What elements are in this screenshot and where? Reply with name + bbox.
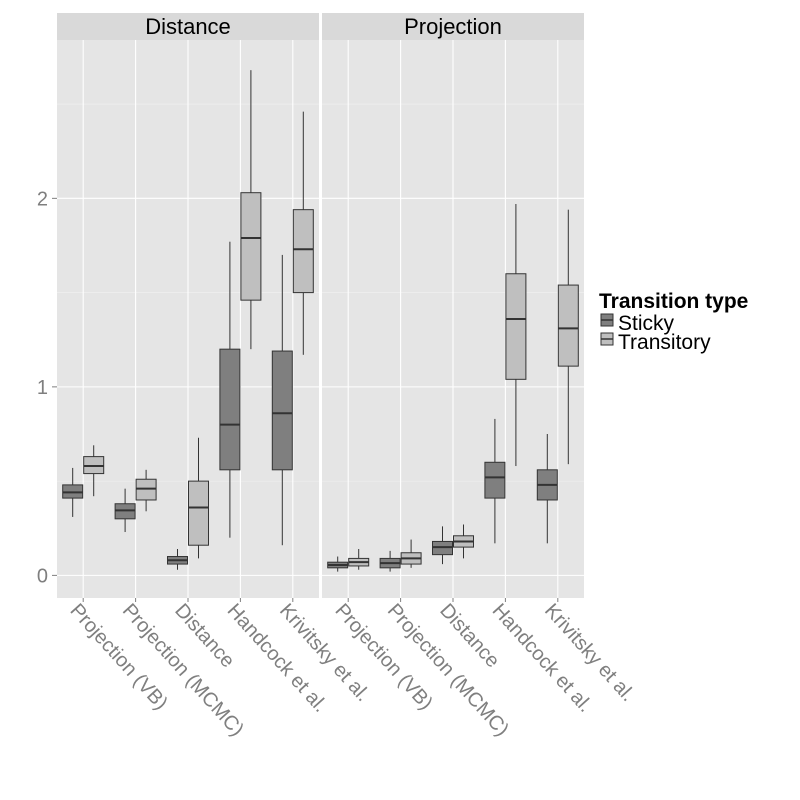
box-transitory-5 [557, 209, 579, 465]
box-sticky-2 [379, 550, 401, 572]
box-transitory-5 [292, 111, 314, 355]
box-body [271, 350, 293, 471]
box-transitory-4 [240, 70, 262, 350]
box-body [484, 461, 506, 499]
box-transitory-2 [135, 469, 157, 512]
box-sticky-1 [62, 467, 84, 517]
y-axis: 0 1 2 [37, 188, 57, 587]
box-transitory-1 [83, 445, 105, 497]
strip-label: Projection [404, 14, 502, 39]
box-transitory-2 [400, 539, 422, 568]
box-transitory-4 [505, 204, 527, 467]
y-tick-label: 0 [37, 565, 48, 587]
box-transitory-3 [188, 437, 209, 559]
legend-title: Transition type [599, 290, 748, 313]
legend: Transition type Sticky Transitory [599, 290, 748, 354]
x-tick-label: Projection (VB) [65, 600, 171, 715]
legend-item-sticky: Sticky [600, 312, 675, 335]
strip-background [322, 13, 584, 40]
box-sticky-4 [219, 241, 241, 538]
y-tick-label: 2 [37, 188, 48, 210]
box-body [240, 192, 262, 301]
legend-label-sticky: Sticky [618, 312, 675, 335]
panel-distance: Distance [57, 13, 319, 598]
strip-label: Distance [145, 14, 231, 39]
box-sticky-3 [167, 548, 188, 570]
box-body [219, 348, 241, 471]
x-tick-label: Krivitsky et al. [540, 600, 639, 706]
strip-background [57, 13, 319, 40]
panel-projection: Projection [322, 13, 584, 598]
legend-item-transitory: Transitory [600, 331, 711, 354]
x-tick-label: Projection (VB) [330, 600, 436, 715]
box-sticky-5 [271, 254, 293, 546]
box-sticky-1 [327, 556, 349, 572]
box-body [292, 209, 314, 294]
box-sticky-5 [536, 433, 558, 544]
box-sticky-2 [114, 488, 136, 533]
box-transitory-1 [348, 548, 370, 570]
y-tick-label: 1 [37, 377, 48, 399]
panels-layer: Distance Projection [57, 13, 584, 598]
box-body [188, 480, 209, 546]
legend-label-transitory: Transitory [618, 331, 711, 354]
box-body [557, 284, 579, 367]
box-body [505, 273, 527, 380]
box-sticky-4 [484, 418, 506, 544]
x-axis: Projection (VB)Projection (MCMC)Distance… [65, 598, 639, 741]
box-transitory-3 [453, 524, 474, 559]
box-sticky-3 [432, 526, 453, 565]
